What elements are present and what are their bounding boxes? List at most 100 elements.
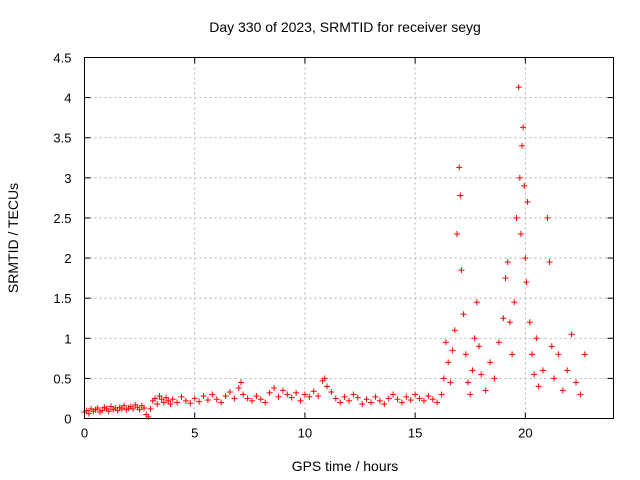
data-point [253, 393, 260, 400]
data-point [568, 331, 575, 338]
data-point [523, 279, 530, 286]
data-point [359, 401, 366, 408]
data-point [152, 395, 159, 402]
x-tick-label: 15 [408, 426, 422, 441]
x-axis-label: GPS time / hours [292, 458, 399, 474]
data-point [469, 367, 476, 374]
data-point [244, 395, 251, 402]
data-point [458, 267, 465, 274]
data-point [85, 410, 92, 417]
data-point [240, 391, 247, 398]
data-point [174, 399, 181, 406]
data-point [425, 393, 432, 400]
data-point [520, 124, 527, 131]
data-point [550, 375, 557, 382]
data-point [539, 367, 546, 374]
chart-title: Day 330 of 2023, SRMTID for receiver sey… [209, 19, 481, 35]
data-point [447, 379, 454, 386]
data-point [363, 396, 370, 403]
data-point [460, 311, 467, 318]
data-point [163, 394, 170, 401]
data-point [546, 259, 553, 266]
data-point [301, 391, 308, 398]
data-point [237, 379, 244, 386]
data-point [581, 351, 588, 358]
data-point [559, 387, 566, 394]
data-point [440, 375, 447, 382]
data-point [284, 391, 291, 398]
data-point [500, 315, 507, 322]
data-point [476, 343, 483, 350]
y-tick-label: 1.5 [53, 291, 71, 306]
data-point [502, 275, 509, 282]
data-point [491, 375, 498, 382]
data-point [454, 230, 461, 237]
data-point [213, 396, 220, 403]
data-point [487, 359, 494, 366]
data-point [196, 398, 203, 405]
data-point [465, 379, 472, 386]
y-tick-label: 4.5 [53, 51, 71, 66]
data-point [528, 351, 535, 358]
x-tick-label: 20 [518, 426, 532, 441]
data-point [160, 399, 167, 406]
data-point [341, 393, 348, 400]
data-point [513, 214, 520, 221]
data-point [473, 299, 480, 306]
data-point [271, 385, 278, 392]
grid-lines [84, 57, 614, 419]
data-point [279, 387, 286, 394]
data-point [114, 407, 121, 414]
data-point [403, 393, 410, 400]
data-point [516, 174, 523, 181]
data-point [420, 397, 427, 404]
data-point [187, 400, 194, 407]
y-tick-label: 3.5 [53, 131, 71, 146]
data-point [478, 371, 485, 378]
tick-marks [84, 57, 614, 419]
data-point [429, 396, 436, 403]
data-point [495, 339, 502, 346]
y-tick-label: 3 [64, 171, 71, 186]
data-point [449, 347, 456, 354]
data-point [412, 391, 419, 398]
data-point [231, 395, 238, 402]
data-point [533, 335, 540, 342]
data-point [169, 396, 176, 403]
data-point [262, 399, 269, 406]
data-point [462, 351, 469, 358]
data-point [451, 327, 458, 334]
data-point [457, 192, 464, 199]
data-point [94, 405, 101, 412]
y-tick-label: 2 [64, 251, 71, 266]
data-point [445, 359, 452, 366]
data-point [515, 84, 522, 91]
data-point [394, 396, 401, 403]
data-point [147, 405, 154, 412]
data-point [368, 399, 375, 406]
data-point [107, 403, 114, 410]
data-point [178, 393, 185, 400]
data-point [165, 397, 172, 404]
data-point [531, 371, 538, 378]
x-tick-label: 10 [298, 426, 312, 441]
data-point [517, 230, 524, 237]
y-tick-label: 0 [64, 412, 71, 427]
data-point [398, 399, 405, 406]
data-point [129, 405, 136, 412]
y-axis-label: SRMTID / TECUs [5, 183, 21, 293]
data-point [182, 397, 189, 404]
data-point [573, 379, 580, 386]
data-point [442, 339, 449, 346]
data-point [310, 388, 317, 395]
data-point [564, 367, 571, 374]
data-point [154, 401, 161, 408]
data-point [416, 395, 423, 402]
data-point [544, 214, 551, 221]
data-point [519, 142, 526, 149]
data-point [306, 393, 313, 400]
data-point [350, 391, 357, 398]
data-point [121, 402, 128, 409]
data-point [511, 299, 518, 306]
